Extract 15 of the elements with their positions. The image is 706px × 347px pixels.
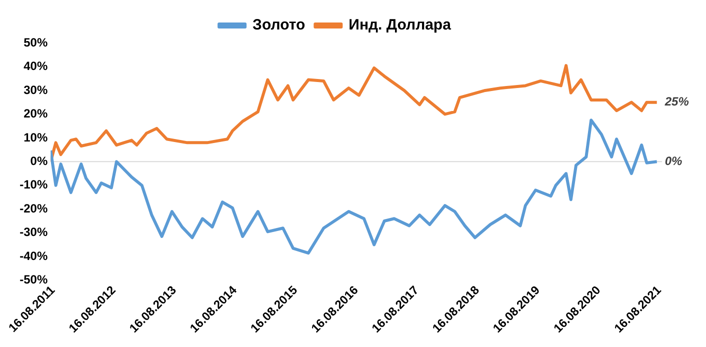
y-tick-label: -40% — [20, 248, 48, 263]
y-tick-label: 0% — [30, 154, 48, 168]
y-tick-label: -30% — [20, 225, 48, 240]
y-tick-label: 50% — [24, 35, 48, 50]
y-tick-label: -50% — [20, 272, 48, 287]
legend-label: Инд. Доллара — [348, 16, 452, 34]
y-tick-label: 10% — [24, 130, 48, 144]
y-tick-label: -10% — [20, 178, 48, 192]
y-tick-label: 40% — [24, 59, 48, 74]
legend-label: Золото — [252, 16, 306, 34]
y-tick-label: 20% — [24, 106, 48, 121]
annotation: 25% — [664, 94, 690, 109]
y-tick-label: 30% — [24, 82, 48, 97]
annotation: 0% — [664, 154, 683, 168]
y-tick-label: -20% — [20, 201, 48, 216]
